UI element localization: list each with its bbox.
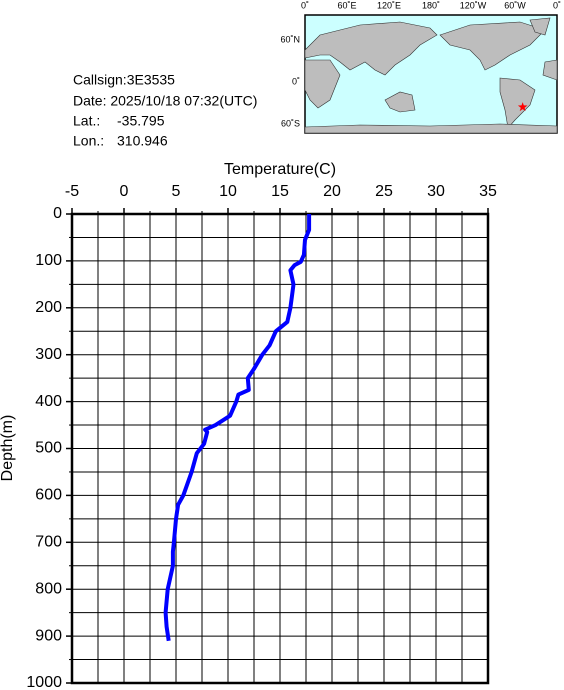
lat-label: Lat.:	[73, 113, 100, 129]
lat-value: -35.795	[117, 113, 165, 129]
north-america	[439, 21, 546, 71]
x-tick-label: 30	[427, 183, 445, 200]
antarctica	[304, 123, 558, 134]
map-lat-label: 0˚	[292, 76, 300, 86]
temperature-profile	[163, 214, 312, 642]
x-tick-label: 35	[479, 183, 497, 200]
date: Date: 2025/10/18 07:32(UTC)	[73, 93, 257, 109]
y-tick-label: 700	[35, 534, 62, 551]
map-lat-label: 60˚N	[280, 34, 300, 44]
y-tick-label: 600	[35, 487, 62, 504]
map-lon-label: 60˚E	[337, 0, 356, 10]
x-tick-label: 20	[323, 183, 341, 200]
south-america	[499, 77, 536, 129]
africa	[304, 59, 341, 109]
position-marker	[517, 102, 528, 112]
x-tick-label: 0	[120, 183, 129, 200]
map-lon-label: 120˚E	[377, 0, 401, 10]
x-tick-label: -5	[65, 183, 79, 200]
callsign: Callsign:3E3535	[73, 72, 175, 88]
y-tick-label: 500	[35, 440, 62, 457]
world-map	[304, 14, 558, 134]
y-tick-label: 300	[35, 346, 62, 363]
y-tick-label: 900	[35, 627, 62, 644]
y-tick-label: 100	[35, 252, 62, 269]
map-lat-label: 60˚S	[281, 118, 300, 128]
y-tick-label: 1000	[26, 674, 62, 690]
map-lon-label: 0˚	[301, 0, 309, 10]
map-lon-label: 0˚	[553, 0, 561, 10]
y-tick-label: 800	[35, 580, 62, 597]
eurasia	[304, 21, 438, 76]
x-tick-label: 5	[172, 183, 181, 200]
y-axis-title: Depth(m)	[0, 415, 16, 482]
map-lon-label: 60˚W	[504, 0, 526, 10]
lon-label: Lon.:	[73, 133, 104, 149]
greenland	[529, 17, 551, 36]
map-lon-label: 180˚	[422, 0, 440, 10]
x-axis-title: Temperature(C)	[224, 161, 336, 178]
lon-value: 310.946	[117, 133, 168, 149]
grid	[71, 213, 489, 684]
x-tick-label: 15	[271, 183, 289, 200]
map-lon-label: 120˚W	[460, 0, 487, 10]
x-tick-label: 10	[219, 183, 237, 200]
y-tick-label: 200	[35, 299, 62, 316]
australia	[384, 91, 416, 113]
y-tick-label: 0	[53, 205, 62, 222]
africa-west	[542, 59, 558, 81]
x-tick-label: 25	[375, 183, 393, 200]
y-tick-label: 400	[35, 393, 62, 410]
